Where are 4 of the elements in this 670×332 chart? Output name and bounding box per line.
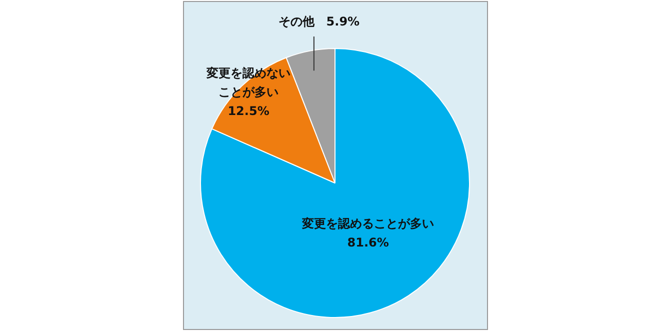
slice-label: その他 5.9% (278, 14, 360, 29)
data-label: 81.6% (347, 235, 389, 250)
data-label: 12.5% (228, 104, 270, 118)
slice-label: 変更を認めることが多い (301, 216, 434, 230)
